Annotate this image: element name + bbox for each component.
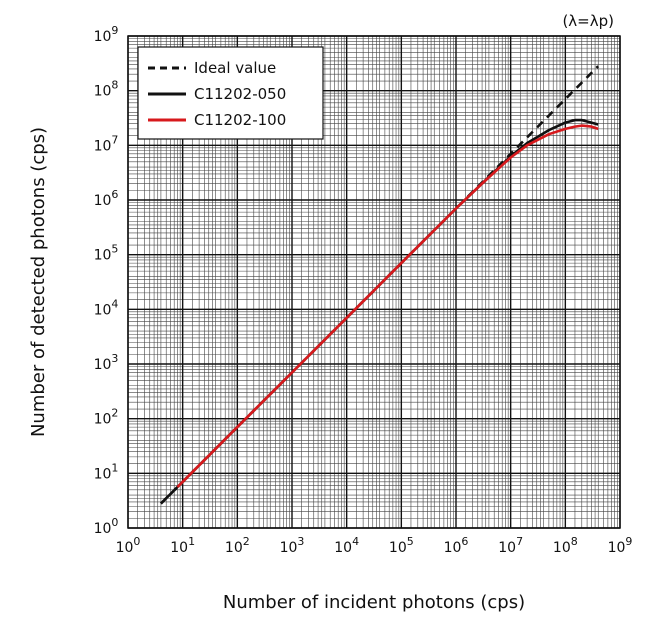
x-tick-label: 104	[334, 535, 359, 556]
y-tick-label: 107	[94, 133, 119, 154]
legend-label: Ideal value	[194, 59, 276, 77]
series-lines	[159, 65, 600, 505]
x-tick-label: 106	[444, 535, 469, 556]
y-tick-label: 101	[94, 461, 119, 482]
y-tick-label: 104	[94, 297, 119, 318]
x-axis-title: Number of incident photons (cps)	[223, 592, 525, 613]
x-tick-label: 107	[498, 535, 523, 556]
y-tick-label: 102	[94, 407, 119, 428]
x-tick-labels: 100 101 102 103 104 105 106 107 108 109	[116, 535, 633, 556]
y-tick-label: 106	[94, 188, 119, 209]
y-tick-label: 100	[94, 516, 119, 537]
series-line-c11202-100	[176, 124, 599, 489]
legend-label: C11202-050	[194, 85, 286, 103]
grid	[127, 35, 621, 529]
x-tick-label: 109	[608, 535, 633, 556]
y-axis-title: Number of detected photons (cps)	[28, 127, 49, 437]
y-tick-label: 105	[94, 243, 119, 264]
legend-label: C11202-100	[194, 111, 286, 129]
x-tick-label: 105	[389, 535, 414, 556]
x-tick-label: 100	[116, 535, 141, 556]
y-tick-label: 108	[94, 79, 119, 100]
x-tick-label: 102	[225, 535, 250, 556]
y-tick-label: 109	[94, 24, 119, 45]
y-tick-label: 103	[94, 352, 119, 373]
y-tick-labels: 100 101 102 103 104 105 106 107 108 109	[94, 24, 119, 537]
plot-frame	[127, 35, 621, 529]
x-tick-label: 101	[170, 535, 195, 556]
x-tick-label: 108	[553, 535, 578, 556]
x-tick-label: 103	[280, 535, 305, 556]
legend: Ideal value C11202-050 C11202-100	[137, 46, 324, 140]
chart-note: (λ=λp)	[562, 12, 614, 30]
